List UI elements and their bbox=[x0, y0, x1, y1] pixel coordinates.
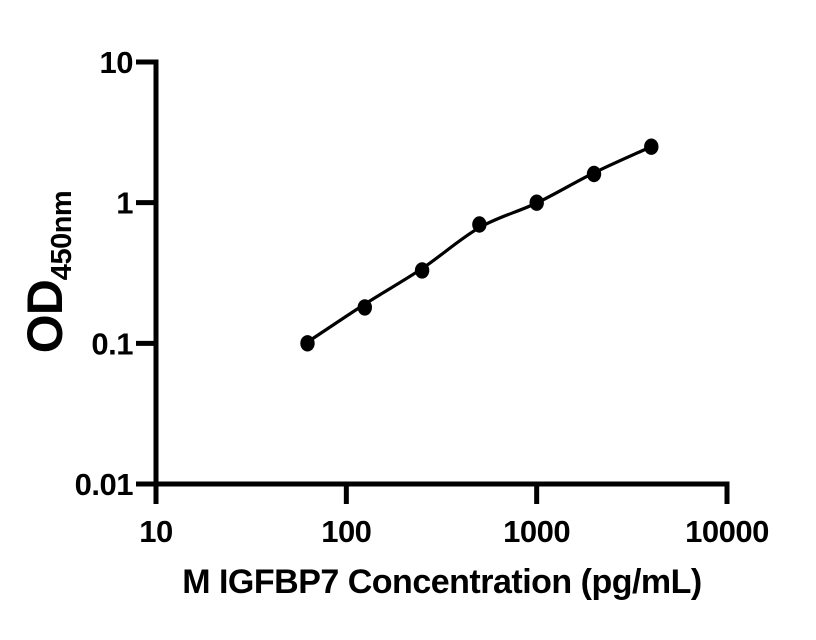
data-point bbox=[472, 216, 487, 233]
y-tick-label: 1 bbox=[116, 186, 133, 221]
y-tick-label: 10 bbox=[100, 45, 133, 80]
y-tick-label: 0.01 bbox=[75, 467, 134, 502]
data-point bbox=[357, 299, 372, 316]
data-points-group bbox=[300, 138, 659, 352]
data-point bbox=[414, 262, 430, 279]
data-point bbox=[586, 165, 602, 183]
x-tick-label: 100 bbox=[321, 514, 371, 549]
tick-labels: 0.01 0.1 1 10 10 100 1000 10000 bbox=[75, 45, 770, 549]
y-axis-title: OD450nm bbox=[17, 191, 78, 353]
data-point bbox=[529, 194, 544, 211]
data-point bbox=[644, 138, 659, 155]
y-axis-title-subscript: 450nm bbox=[46, 191, 78, 280]
x-tick-label: 10 bbox=[139, 514, 172, 549]
x-tick-label: 1000 bbox=[503, 514, 570, 549]
x-tick-label: 10000 bbox=[685, 514, 769, 549]
y-axis-title-main: OD bbox=[17, 280, 73, 353]
y-tick-label: 0.1 bbox=[91, 326, 133, 361]
x-axis-title: M IGFBP7 Concentration (pg/mL) bbox=[182, 563, 702, 601]
axes bbox=[136, 59, 730, 504]
data-point bbox=[300, 335, 315, 352]
